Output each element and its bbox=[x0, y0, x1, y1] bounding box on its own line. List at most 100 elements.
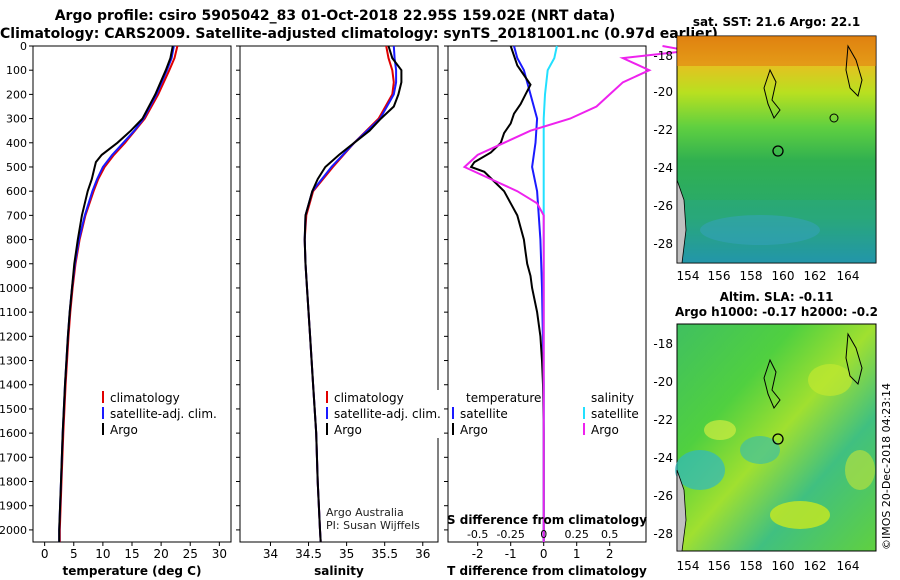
y-tick-label: 500 bbox=[6, 161, 27, 174]
y-tick-label: 1400 bbox=[0, 379, 27, 392]
y-tick-label: 700 bbox=[6, 209, 27, 222]
sst-map-title: sat. SST: 21.6 Argo: 22.1 bbox=[692, 15, 861, 29]
x-tick-label-1: 34 bbox=[263, 547, 278, 561]
y-tick-label: 1600 bbox=[0, 427, 27, 440]
sla-map bbox=[675, 323, 877, 552]
x-tick-label-0: 15 bbox=[124, 547, 139, 561]
legend-argo: Argo bbox=[334, 423, 362, 437]
sst-lon-label: 164 bbox=[837, 269, 860, 283]
sst-lat-label: -18 bbox=[653, 49, 673, 63]
imos-stamp: ©IMOS 20-Dec-2018 04:23:14 bbox=[880, 383, 893, 550]
sst-lon-label: 158 bbox=[740, 269, 763, 283]
legend-temperature-title: temperature bbox=[466, 391, 542, 405]
x-axis-label-0: temperature (deg C) bbox=[63, 564, 202, 578]
y-tick-label: 1300 bbox=[0, 355, 27, 368]
sst-lat-label: -24 bbox=[653, 161, 673, 175]
x-tick-label-1: 35.5 bbox=[371, 547, 398, 561]
title-line-2: Climatology: CARS2009. Satellite-adjuste… bbox=[0, 26, 718, 42]
sst-lon-label: 156 bbox=[708, 269, 731, 283]
sla-lon-label: 154 bbox=[677, 559, 700, 573]
y-tick-label: 300 bbox=[6, 113, 27, 126]
title-line-1: Argo profile: csiro 5905042_83 01-Oct-20… bbox=[54, 8, 616, 24]
sla-lon-label: 164 bbox=[837, 559, 860, 573]
series-salinity-satellite bbox=[542, 45, 558, 542]
y-tick-label: 1000 bbox=[0, 282, 27, 295]
sst-lat-label: -22 bbox=[653, 123, 673, 137]
top-tick-label: 0.25 bbox=[564, 528, 589, 541]
sla-lat-label: -28 bbox=[653, 527, 673, 541]
y-tick-label: 1800 bbox=[0, 476, 27, 489]
x-tick-label-0: 0 bbox=[41, 547, 49, 561]
legend-t-argo: Argo bbox=[460, 423, 488, 437]
legend-satellite: satellite-adj. clim. bbox=[334, 407, 441, 421]
temperature-legend: climatology satellite-adj. clim. Argo bbox=[102, 390, 217, 438]
y-tick-label: 800 bbox=[6, 234, 27, 247]
difference-legend-left: temperature satellite Argo bbox=[452, 390, 542, 438]
x-tick-label-2: -1 bbox=[505, 547, 517, 561]
x-axis-label-2: T difference from climatology bbox=[447, 564, 647, 578]
series-argo bbox=[303, 45, 403, 543]
series-temperature-satellite bbox=[513, 45, 545, 542]
legend-climatology: climatology bbox=[334, 391, 404, 405]
difference-legend-right: salinity satellite Argo bbox=[583, 390, 639, 438]
x-tick-label-2: -2 bbox=[472, 547, 484, 561]
x-tick-label-2: 1 bbox=[573, 547, 581, 561]
y-tick-label: 200 bbox=[6, 88, 27, 101]
legend-salinity-title: salinity bbox=[591, 391, 635, 405]
credit-line-1: Argo Australia bbox=[326, 506, 404, 519]
sla-lon-label: 160 bbox=[772, 559, 795, 573]
series-climatology bbox=[58, 45, 179, 542]
x-tick-label-0: 10 bbox=[95, 547, 110, 561]
top-tick-label: 0.5 bbox=[601, 528, 619, 541]
x-tick-label-0: 30 bbox=[212, 547, 227, 561]
x-axis-label-1: salinity bbox=[314, 564, 364, 578]
x-tick-label-1: 34.5 bbox=[295, 547, 322, 561]
difference-panel-frame bbox=[447, 45, 647, 543]
series-salinity-argo bbox=[462, 45, 690, 542]
y-tick-label: 1200 bbox=[0, 330, 27, 343]
series-argo bbox=[58, 45, 174, 542]
sst-lat-label: -26 bbox=[653, 199, 673, 213]
sla-lat-label: -20 bbox=[653, 375, 673, 389]
salinity-panel-frame bbox=[239, 45, 439, 543]
sst-map bbox=[676, 35, 877, 264]
series-satellite-adj-clim- bbox=[303, 45, 398, 543]
y-tick-label: 900 bbox=[6, 258, 27, 271]
salinity-legend: climatology satellite-adj. clim. Argo bbox=[326, 390, 441, 438]
x-tick-label-1: 36 bbox=[415, 547, 430, 561]
y-tick-label: 400 bbox=[6, 137, 27, 150]
sla-lat-label: -24 bbox=[653, 451, 673, 465]
y-tick-label: 1900 bbox=[0, 500, 27, 513]
y-tick-label: 100 bbox=[6, 64, 27, 77]
top-axis-label: S difference from climatology bbox=[447, 513, 647, 527]
sla-lat-label: -26 bbox=[653, 489, 673, 503]
top-tick-label: -0.25 bbox=[496, 528, 524, 541]
sla-lat-label: -22 bbox=[653, 413, 673, 427]
sla-lon-label: 158 bbox=[740, 559, 763, 573]
series-temperature-argo bbox=[469, 45, 545, 542]
x-tick-label-0: 5 bbox=[70, 547, 78, 561]
sst-lon-label: 162 bbox=[804, 269, 827, 283]
y-tick-label: 600 bbox=[6, 185, 27, 198]
sla-lat-label: -18 bbox=[653, 337, 673, 351]
x-tick-label-2: 2 bbox=[606, 547, 614, 561]
legend-satellite: satellite-adj. clim. bbox=[110, 407, 217, 421]
credit-line-2: PI: Susan Wijffels bbox=[326, 519, 420, 532]
x-tick-label-0: 25 bbox=[183, 547, 198, 561]
y-tick-label: 0 bbox=[20, 40, 27, 53]
sst-lat-label: -28 bbox=[653, 237, 673, 251]
legend-climatology: climatology bbox=[110, 391, 180, 405]
sla-lon-label: 156 bbox=[708, 559, 731, 573]
legend-argo: Argo bbox=[110, 423, 138, 437]
y-tick-label: 1700 bbox=[0, 451, 27, 464]
y-tick-label: 1100 bbox=[0, 306, 27, 319]
x-tick-label-0: 20 bbox=[153, 547, 168, 561]
credit: Argo Australia PI: Susan Wijffels bbox=[326, 506, 420, 532]
sla-map-title-1: Altim. SLA: -0.11 bbox=[719, 290, 834, 304]
sst-lat-label: -20 bbox=[653, 85, 673, 99]
top-tick-label: 0 bbox=[540, 528, 547, 541]
sla-map-title-2: Argo h1000: -0.17 h2000: -0.2 bbox=[674, 305, 879, 319]
sst-lon-label: 160 bbox=[772, 269, 795, 283]
y-tick-label: 2000 bbox=[0, 524, 27, 537]
